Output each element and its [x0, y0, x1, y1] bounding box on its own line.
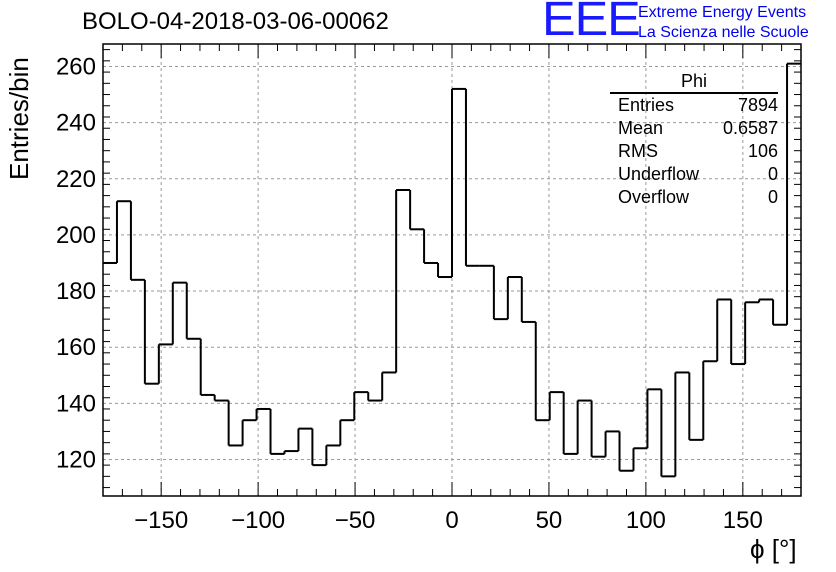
stats-label: Overflow	[618, 187, 690, 207]
stats-value: 7894	[737, 95, 778, 115]
y-tick-label: 120	[56, 447, 96, 474]
stats-value: 106	[747, 141, 778, 161]
stats-label: Underflow	[618, 164, 700, 184]
logo-subtitle-2: La Scienza nelle Scuole	[638, 24, 809, 41]
y-tick-label: 180	[56, 278, 96, 305]
x-tick-label: −100	[231, 507, 285, 534]
x-axis-label: ϕ [°]	[750, 534, 797, 564]
stats-label: RMS	[618, 141, 658, 161]
histogram-steps	[103, 62, 801, 478]
stats-row-rms: RMS 106	[610, 140, 778, 163]
y-axis-label: Entries/bin	[4, 57, 34, 180]
x-tick-label: 100	[626, 507, 666, 534]
y-tick-label: 260	[56, 53, 96, 80]
chart-title: BOLO-04-2018-03-06-00062	[82, 8, 389, 35]
stats-label: Mean	[618, 118, 664, 138]
stats-box-title: Phi	[610, 70, 778, 94]
eee-logo: EEE	[542, 0, 641, 46]
axes	[102, 43, 802, 497]
x-tick-label: −50	[335, 507, 376, 534]
stats-row-overflow: Overflow 0	[610, 186, 778, 209]
x-tick-label: −150	[134, 507, 188, 534]
stats-box: Phi Entries 7894 Mean 0.6587 RMS 106 Und…	[610, 70, 778, 209]
stats-value: 0	[767, 164, 778, 184]
x-tick-label: 150	[723, 507, 763, 534]
tick-labels: −150 −100 −50 0 50 100 150 120 140 160 180 200 220 24…	[56, 53, 763, 534]
y-tick-label: 160	[56, 334, 96, 361]
logo-subtitle-1: Extreme Energy Events	[638, 4, 807, 21]
y-tick-label: 220	[56, 166, 96, 193]
y-tick-label: 140	[56, 390, 96, 417]
y-tick-label: 200	[56, 222, 96, 249]
stats-value: 0	[767, 187, 778, 207]
stats-label: Entries	[618, 95, 675, 115]
y-tick-label: 240	[56, 110, 96, 137]
stats-value: 0.6587	[722, 118, 778, 138]
stats-row-entries: Entries 7894	[610, 94, 778, 117]
stats-row-mean: Mean 0.6587	[610, 117, 778, 140]
x-tick-label: 0	[445, 507, 458, 534]
x-tick-label: 50	[536, 507, 563, 534]
stats-row-underflow: Underflow 0	[610, 163, 778, 186]
